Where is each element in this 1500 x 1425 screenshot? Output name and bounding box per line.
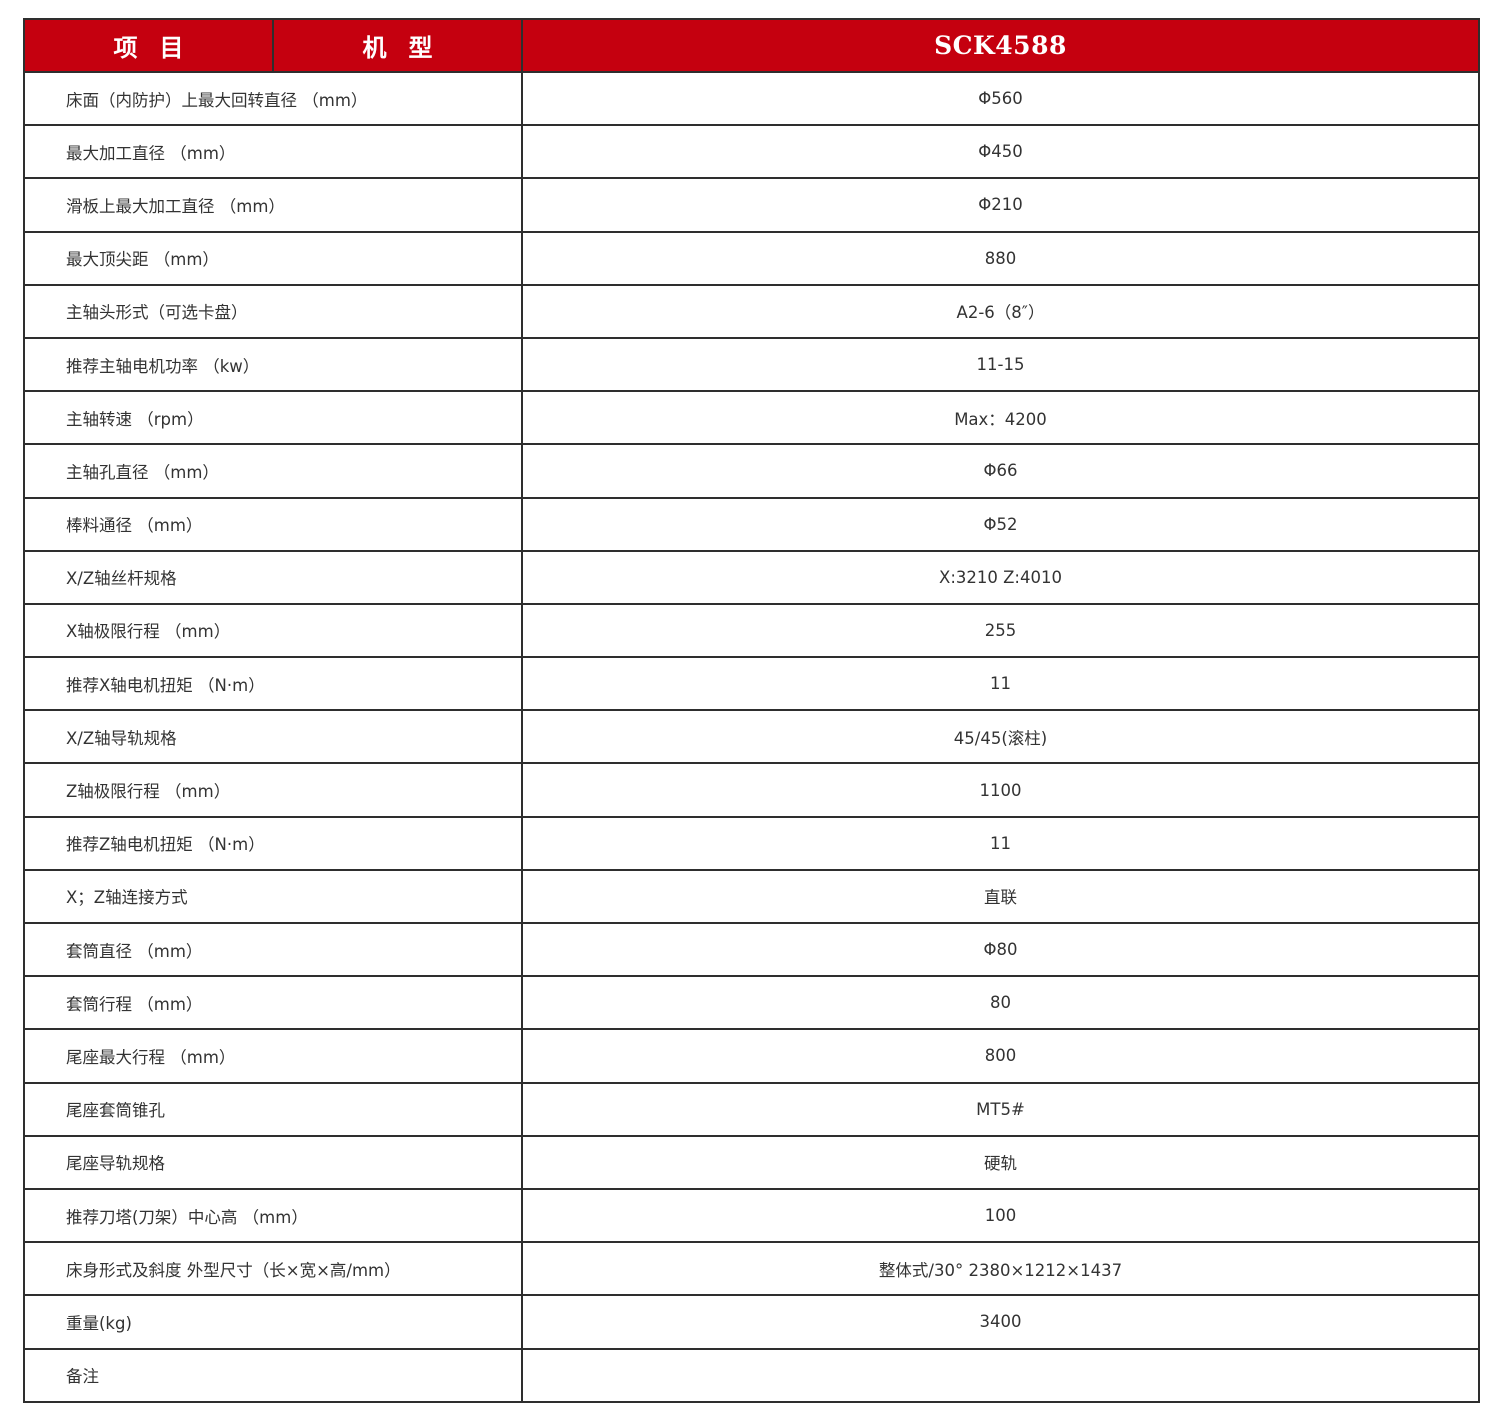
table-row: 重量(kg) 3400: [23, 1294, 1480, 1350]
spec-label: 尾座导轨规格: [23, 1134, 523, 1190]
table-row: X/Z轴导轨规格 45/45(滚柱): [23, 709, 1480, 765]
spec-value: Φ52: [521, 496, 1480, 552]
spec-label: 主轴孔直径 （mm）: [23, 443, 523, 499]
spec-value: 11: [521, 656, 1480, 712]
spec-label: 主轴转速 （rpm）: [23, 390, 523, 446]
table-row: X/Z轴丝杆规格 X:3210 Z:4010: [23, 549, 1480, 605]
spec-value: MT5#: [521, 1081, 1480, 1137]
table-row: 备注: [23, 1347, 1480, 1403]
spec-rows: 床面（内防护）上最大回转直径 （mm） Φ560 最大加工直径 （mm） Φ450 滑板…: [23, 70, 1480, 1403]
table-row: X；Z轴连接方式 直联: [23, 868, 1480, 925]
table-row: 推荐主轴电机功率 （kw） 11-15: [23, 336, 1480, 393]
spec-value: Max：4200: [521, 390, 1480, 446]
spec-label: 备注: [23, 1347, 523, 1403]
spec-label: X轴极限行程 （mm）: [23, 602, 523, 659]
table-row: 套筒行程 （mm） 80: [23, 975, 1480, 1031]
spec-label: 尾座套筒锥孔: [23, 1081, 523, 1137]
spec-value: Φ560: [521, 70, 1480, 127]
header-model-label: 机型: [272, 18, 523, 73]
spec-value: 1100: [521, 762, 1480, 818]
spec-label: 重量(kg): [23, 1294, 523, 1350]
spec-value: 880: [521, 230, 1480, 286]
table-row: 尾座套筒锥孔 MT5#: [23, 1081, 1480, 1137]
table-row: 尾座导轨规格 硬轨: [23, 1134, 1480, 1190]
spec-label: 推荐Z轴电机扭矩 （N·m）: [23, 815, 523, 871]
table-row: 主轴头形式（可选卡盘） A2-6（8″）: [23, 283, 1480, 339]
spec-label: 套筒直径 （mm）: [23, 921, 523, 978]
spec-table: 项目 机型 SCK4588 床面（内防护）上最大回转直径 （mm） Φ560 最大加…: [23, 18, 1480, 1403]
spec-value: 255: [521, 602, 1480, 659]
table-row: 滑板上最大加工直径 （mm） Φ210: [23, 177, 1480, 233]
spec-label: 滑板上最大加工直径 （mm）: [23, 177, 523, 233]
spec-label: 最大加工直径 （mm）: [23, 124, 523, 180]
spec-label: Z轴极限行程 （mm）: [23, 762, 523, 818]
spec-value: Φ450: [521, 124, 1480, 180]
spec-label: 推荐X轴电机扭矩 （N·m）: [23, 656, 523, 712]
spec-value: 80: [521, 975, 1480, 1031]
table-row: 床面（内防护）上最大回转直径 （mm） Φ560: [23, 70, 1480, 127]
header-row: 项目 机型 SCK4588: [23, 18, 1480, 73]
table-row: 主轴孔直径 （mm） Φ66: [23, 443, 1480, 499]
table-row: 最大顶尖距 （mm） 880: [23, 230, 1480, 286]
spec-label: 主轴头形式（可选卡盘）: [23, 283, 523, 339]
spec-label: 床身形式及斜度 外型尺寸（长×宽×高/mm）: [23, 1241, 523, 1297]
table-row: 套筒直径 （mm） Φ80: [23, 921, 1480, 978]
spec-value: 直联: [521, 868, 1480, 925]
spec-label: 床面（内防护）上最大回转直径 （mm）: [23, 70, 523, 127]
spec-label: X；Z轴连接方式: [23, 868, 523, 925]
table-row: X轴极限行程 （mm） 255: [23, 602, 1480, 659]
spec-value: 整体式/30° 2380×1212×1437: [521, 1241, 1480, 1297]
spec-value: X:3210 Z:4010: [521, 549, 1480, 605]
spec-value: 硬轨: [521, 1134, 1480, 1190]
spec-label: 棒料通径 （mm）: [23, 496, 523, 552]
spec-label: 套筒行程 （mm）: [23, 975, 523, 1031]
spec-value: 800: [521, 1028, 1480, 1084]
spec-value: 45/45(滚柱): [521, 709, 1480, 765]
spec-label: 尾座最大行程 （mm）: [23, 1028, 523, 1084]
spec-label: 推荐主轴电机功率 （kw）: [23, 336, 523, 393]
table-row: 床身形式及斜度 外型尺寸（长×宽×高/mm） 整体式/30° 2380×1212×…: [23, 1241, 1480, 1297]
spec-label: 推荐刀塔(刀架）中心高 （mm）: [23, 1187, 523, 1244]
table-row: 主轴转速 （rpm） Max：4200: [23, 390, 1480, 446]
table-row: 最大加工直径 （mm） Φ450: [23, 124, 1480, 180]
spec-label: 最大顶尖距 （mm）: [23, 230, 523, 286]
spec-value: 11-15: [521, 336, 1480, 393]
spec-value: [521, 1347, 1480, 1403]
spec-value: 3400: [521, 1294, 1480, 1350]
spec-value: Φ80: [521, 921, 1480, 978]
spec-label: X/Z轴丝杆规格: [23, 549, 523, 605]
spec-value: Φ66: [521, 443, 1480, 499]
header-item: 项目: [23, 18, 274, 73]
spec-value: 100: [521, 1187, 1480, 1244]
table-row: 推荐X轴电机扭矩 （N·m） 11: [23, 656, 1480, 712]
spec-value: Φ210: [521, 177, 1480, 233]
table-row: 推荐Z轴电机扭矩 （N·m） 11: [23, 815, 1480, 871]
table-row: 推荐刀塔(刀架）中心高 （mm） 100: [23, 1187, 1480, 1244]
header-model-name: SCK4588: [521, 18, 1480, 73]
table-row: 尾座最大行程 （mm） 800: [23, 1028, 1480, 1084]
spec-label: X/Z轴导轨规格: [23, 709, 523, 765]
spec-value: 11: [521, 815, 1480, 871]
spec-value: A2-6（8″）: [521, 283, 1480, 339]
table-row: 棒料通径 （mm） Φ52: [23, 496, 1480, 552]
table-row: Z轴极限行程 （mm） 1100: [23, 762, 1480, 818]
